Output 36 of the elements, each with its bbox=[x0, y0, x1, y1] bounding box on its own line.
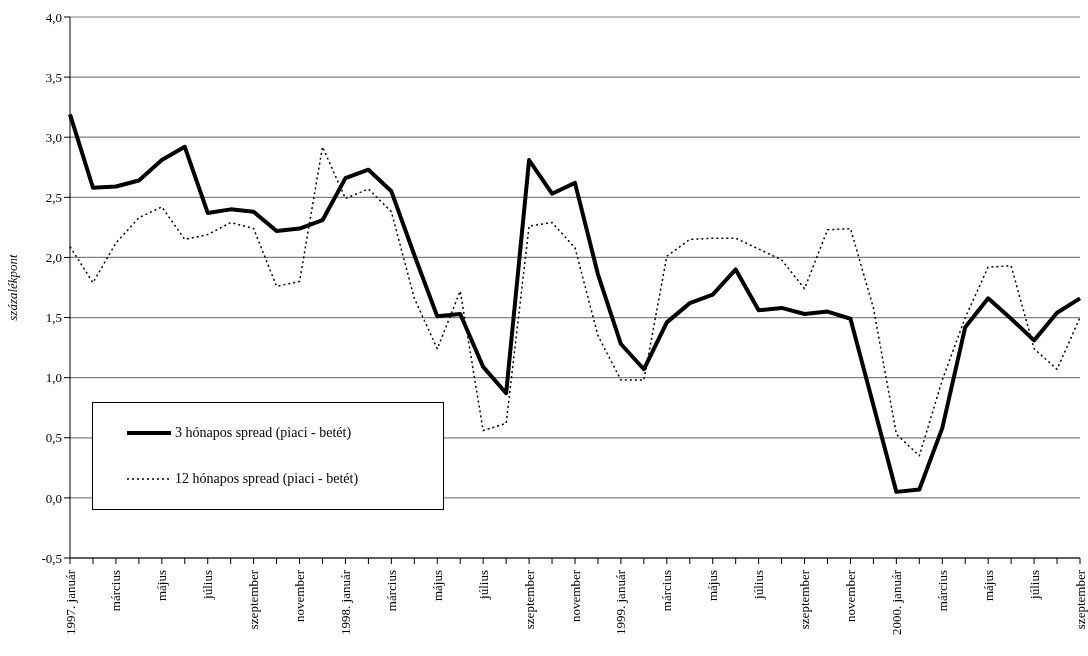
y-tick-label: -0,5 bbox=[41, 550, 62, 566]
x-tick-label: 1997. január bbox=[62, 569, 78, 635]
x-tick-label: november bbox=[292, 569, 308, 622]
x-tick-label: május bbox=[980, 570, 996, 602]
x-tick-label: május bbox=[705, 570, 721, 602]
y-axis-title: százalékpont bbox=[4, 253, 20, 321]
x-tick-label: május bbox=[154, 570, 170, 602]
y-tick-label: 2,0 bbox=[45, 250, 62, 266]
x-tick-label: szeptember bbox=[521, 569, 537, 630]
x-tick-label: november bbox=[567, 569, 583, 622]
x-tick-label: 2000. január bbox=[888, 569, 904, 635]
legend-label: 3 hónapos spread (piaci - betét) bbox=[175, 425, 352, 441]
x-tick-label: március bbox=[934, 570, 950, 612]
x-tick-label: május bbox=[429, 570, 445, 602]
y-tick-label: 4,0 bbox=[45, 9, 62, 25]
x-tick-label: november bbox=[842, 569, 858, 622]
y-tick-label: 1,0 bbox=[45, 370, 62, 386]
y-tick-label: 2,5 bbox=[45, 189, 62, 205]
x-tick-label: szeptember bbox=[246, 569, 262, 630]
x-tick-label: július bbox=[751, 570, 767, 600]
y-tick-label: 3,5 bbox=[45, 69, 62, 85]
x-tick-label: március bbox=[383, 570, 399, 612]
y-tick-label: 1,5 bbox=[45, 310, 62, 326]
y-tick-label: 3,0 bbox=[45, 129, 62, 145]
x-tick-label: március bbox=[659, 570, 675, 612]
x-tick-label: 1998. január bbox=[337, 569, 353, 635]
x-tick-label: július bbox=[475, 570, 491, 600]
y-tick-label: 0,0 bbox=[45, 490, 62, 506]
legend-label: 12 hónapos spread (piaci - betét) bbox=[175, 471, 359, 487]
x-tick-label: szeptember bbox=[1072, 569, 1088, 630]
y-tick-label: 0,5 bbox=[45, 430, 62, 446]
x-tick-label: 1999. január bbox=[613, 569, 629, 635]
x-tick-label: július bbox=[200, 570, 216, 600]
x-tick-label: március bbox=[108, 570, 124, 612]
x-tick-label: szeptember bbox=[797, 569, 813, 630]
x-tick-label: július bbox=[1026, 570, 1042, 600]
